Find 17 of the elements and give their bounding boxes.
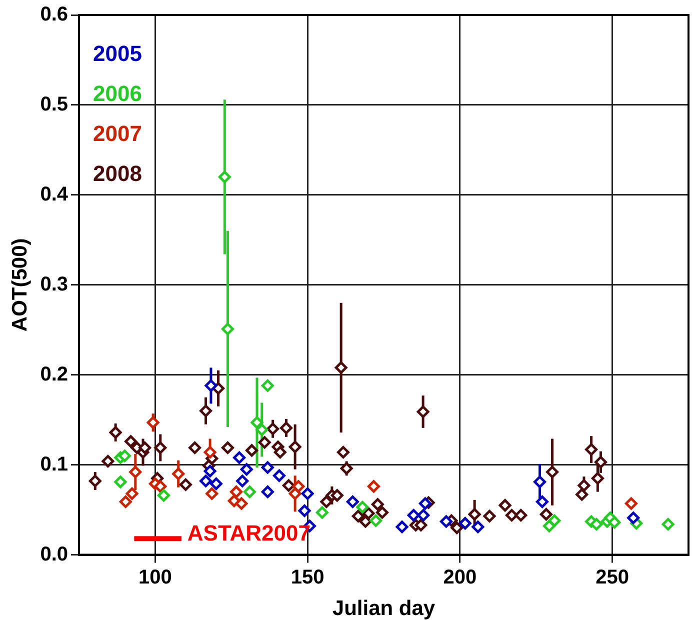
y-tick-label: 0.6 [40,4,68,26]
x-tick-label: 200 [443,566,477,588]
text: 2008 [93,161,142,186]
x-tick-label: 150 [290,566,324,588]
text: 2005 [93,41,142,66]
text: 2007 [93,121,142,146]
y-tick-label: 0.2 [40,363,68,386]
y-tick-label: 0.0 [40,543,68,566]
x-axis-title: Julian day [332,597,436,620]
y-axis-title: AOT(500) [8,238,32,332]
y-tick-label: 0.5 [40,93,68,116]
text: 2006 [93,81,142,106]
x-tick-label: 250 [596,566,629,588]
y-tick-label: 0.4 [40,183,69,206]
x-tick-label: 100 [138,566,172,588]
y-tick-label: 0.3 [40,273,68,296]
y-tick-label: 0.1 [40,453,68,476]
